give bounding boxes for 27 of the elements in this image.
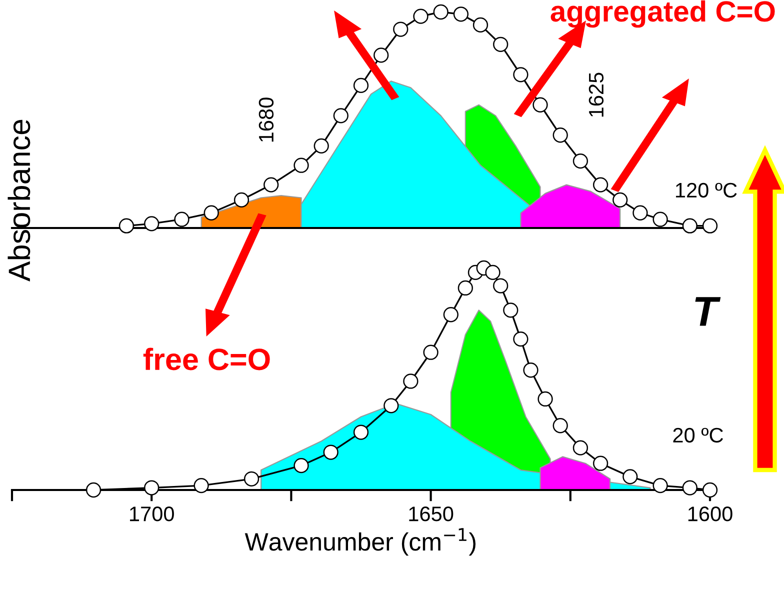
annotation: T	[695, 297, 721, 326]
point	[234, 192, 250, 208]
annotation: 1625	[588, 72, 604, 117]
point	[702, 482, 718, 498]
point	[118, 218, 134, 234]
annotation: 120 ºC	[676, 182, 737, 198]
point	[194, 478, 209, 494]
annotation: 1680	[258, 98, 274, 142]
x-axis-title: Wavenumber (cm$^{−1}$)	[244, 528, 476, 556]
point	[485, 264, 500, 280]
y-axis-title: Absorbance	[8, 120, 30, 282]
point	[204, 205, 219, 220]
point	[652, 478, 668, 494]
point	[144, 216, 160, 232]
annotation: 20 ºC	[673, 428, 724, 443]
annotation: free C=O	[143, 348, 270, 370]
x-tick-label: 1650	[409, 506, 454, 522]
x-tick-label: 1600	[688, 506, 732, 522]
point	[682, 218, 698, 234]
annotation: aggregated C=O	[550, 0, 775, 28]
point	[294, 458, 309, 474]
point	[682, 480, 698, 496]
point	[384, 398, 399, 414]
x-tick-label: 1700	[130, 506, 174, 522]
point	[144, 480, 160, 496]
point	[323, 444, 338, 460]
point	[353, 424, 369, 440]
